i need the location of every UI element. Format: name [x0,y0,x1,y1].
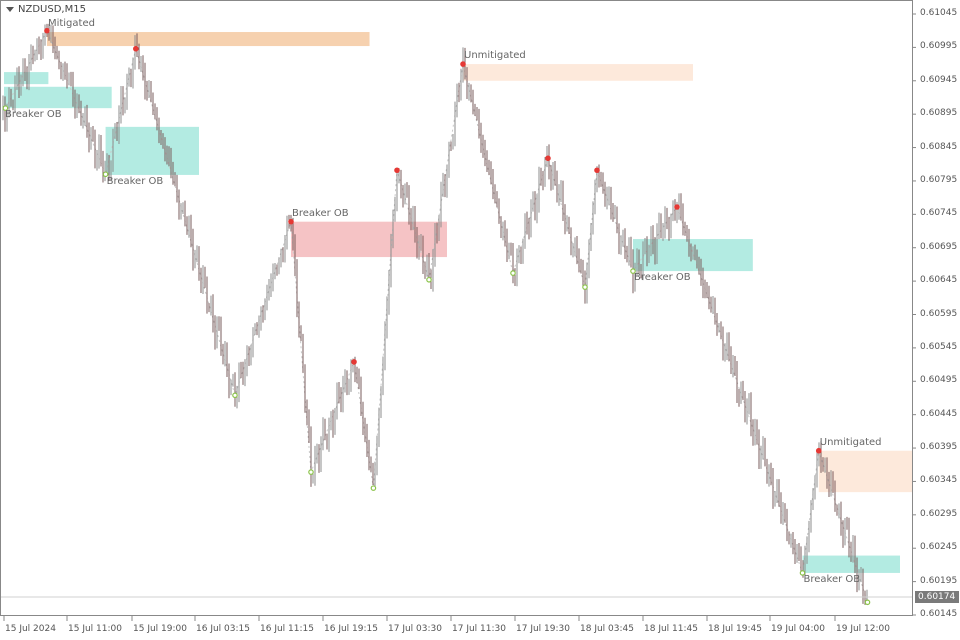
y-tick-label: 0.60195 [920,575,958,586]
swing-high-marker [460,61,466,67]
y-tick-label: 0.60645 [920,275,958,286]
plot-border [0,0,913,616]
swing-high-marker [674,204,680,210]
x-tick-label: 15 Jul 19:00 [133,624,187,634]
x-tick-label: 15 Jul 2024 [5,624,56,634]
x-tick-label: 17 Jul 19:30 [516,624,570,634]
swing-high-marker [44,27,50,34]
swing-high-marker [288,218,294,225]
order-block-zone [4,86,112,109]
x-tick-label: 19 Jul 12:00 [836,624,890,634]
x-tick-label: 16 Jul 03:15 [196,624,250,634]
zone-label: Unmitigated [819,436,882,448]
zone-label: Breaker OB [634,272,691,284]
order-block-zone [818,450,912,493]
zone-label: Breaker OB [803,573,861,585]
zone-label: Unmitigated [464,50,526,62]
zone-label: Breaker OB [292,207,349,219]
x-tick-label: 18 Jul 11:45 [644,624,698,634]
zone-label: Breaker OB [5,109,62,121]
y-tick-label: 0.60345 [920,475,958,486]
y-tick-label: 0.60495 [920,375,958,386]
dropdown-triangle-icon[interactable] [6,7,14,12]
swing-high-marker [351,359,357,365]
chart-title: NZDUSD,M15 [6,4,86,15]
swing-low-marker [426,276,432,283]
swing-high-marker [545,155,551,162]
swing-low-marker [370,485,377,491]
y-tick-label: 0.60295 [920,508,958,519]
y-tick-label: 0.60945 [920,74,958,85]
y-tick-label: 0.60845 [920,141,958,152]
y-tick-label: 0.60595 [920,308,958,319]
order-block-zone [46,32,370,47]
swing-high-marker [594,167,600,174]
y-tick-label: 0.60995 [920,41,958,52]
y-tick-label: 0.60395 [920,442,958,453]
order-block-zone [463,64,693,81]
x-tick-label: 17 Jul 03:30 [388,624,442,634]
swing-low-marker [864,599,871,606]
swing-low-marker [2,105,9,111]
x-tick-label: 17 Jul 11:30 [452,624,506,634]
swing-high-marker [394,167,400,174]
x-tick-label: 18 Jul 19:45 [708,624,762,634]
x-tick-label: 19 Jul 04:00 [771,624,825,634]
y-tick-label: 0.60545 [920,341,958,352]
order-block-zone [105,126,199,175]
swing-high-marker [815,447,822,454]
x-tick-label: 18 Jul 03:45 [580,624,634,634]
swing-low-marker [799,570,806,576]
y-tick-label: 0.60695 [920,241,958,252]
y-tick-label: 0.60745 [920,208,958,219]
y-tick-label: 0.61045 [920,8,958,18]
zone-label: Breaker OB [106,175,164,187]
swing-low-marker [102,171,109,178]
y-tick-label: 0.60895 [920,108,958,119]
x-tick-label: 16 Jul 19:15 [324,624,378,634]
order-block-zone [4,72,49,85]
swing-low-marker [630,268,636,274]
swing-low-marker [510,270,516,276]
swing-high-marker [133,45,139,52]
x-tick-label: 16 Jul 11:15 [260,624,314,634]
y-tick-label: 0.60445 [920,408,958,419]
symbol-title: NZDUSD,M15 [18,4,86,15]
swing-low-marker [308,469,314,475]
zone-label: Mitigated [47,18,95,30]
y-tick-label: 0.60245 [920,542,958,553]
swing-low-marker [232,392,238,399]
order-block-zone [802,555,900,573]
order-block-zone [291,221,447,258]
swing-low-marker [582,284,588,290]
y-tick-label: 0.60145 [920,609,958,619]
zigzag-line [4,29,868,603]
current-price-label: 0.60174 [915,591,959,603]
y-tick-label: 0.60795 [920,174,958,185]
x-tick-label: 15 Jul 11:00 [68,624,122,634]
